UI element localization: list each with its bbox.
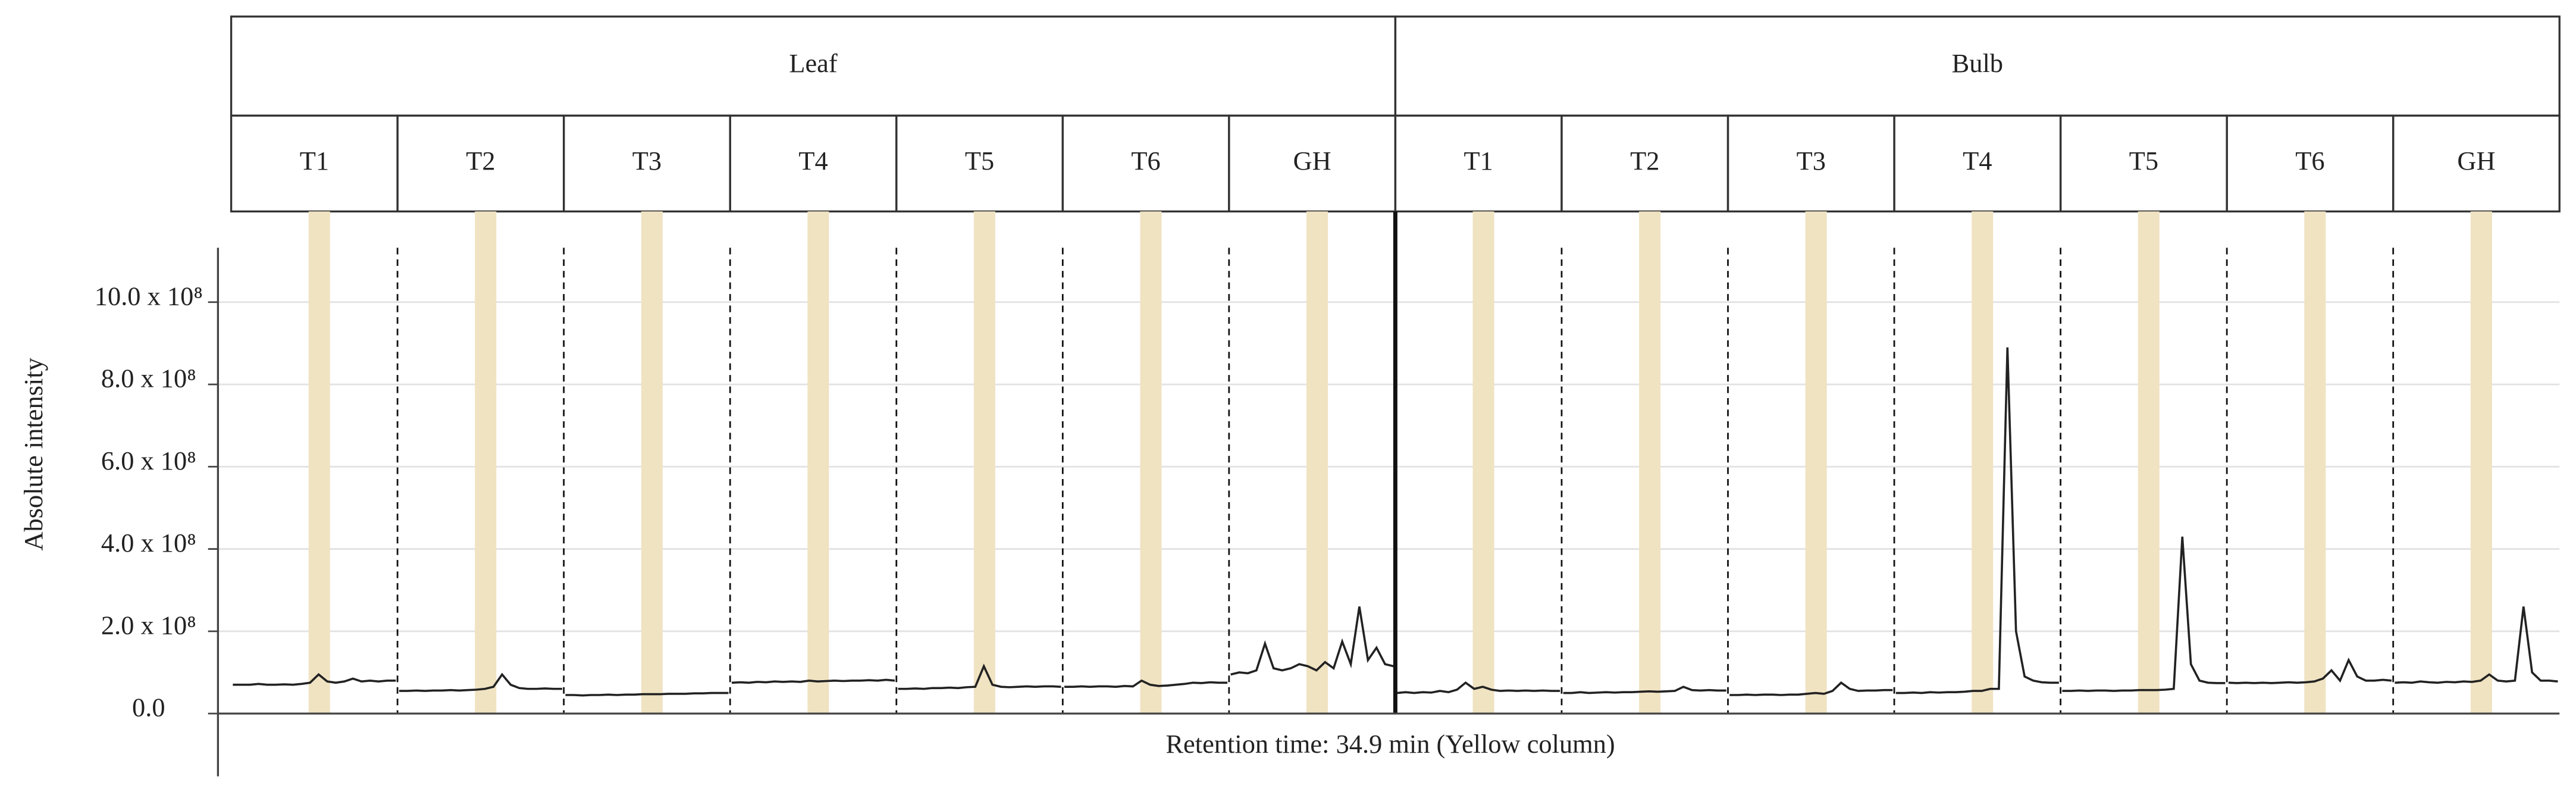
y-tick-label: 2.0 x 10⁸ <box>101 610 196 640</box>
highlight-column <box>2304 211 2326 714</box>
highlight-column <box>1805 211 1827 714</box>
x-axis-label: Retention time: 34.9 min (Yellow column) <box>1165 729 1615 759</box>
highlight-column <box>1972 211 1994 714</box>
trace <box>1563 686 1726 694</box>
trace <box>1064 679 1228 688</box>
trace <box>565 691 729 697</box>
trace <box>399 672 562 692</box>
highlight-column <box>1140 211 1162 714</box>
header-label: T4 <box>1963 146 1992 176</box>
header-label: T1 <box>1464 146 1493 176</box>
header-label: T3 <box>1797 146 1826 176</box>
highlight-column <box>973 211 995 714</box>
highlight-column <box>308 211 330 714</box>
highlight-column <box>1306 211 1328 714</box>
header-label: T1 <box>300 146 329 176</box>
trace <box>1230 606 1394 676</box>
header-label: GH <box>1293 146 1331 176</box>
header-label: T5 <box>2129 146 2158 176</box>
trace <box>2228 657 2392 684</box>
highlight-column <box>1472 211 1494 714</box>
trace <box>731 678 895 684</box>
header-label: T2 <box>1630 146 1659 176</box>
y-tick-label: 0.0 <box>132 693 165 722</box>
header-label: T3 <box>632 146 662 176</box>
header-label: T6 <box>1131 146 1160 176</box>
trace <box>1729 681 1893 696</box>
y-axis-label: Absolute intensity <box>18 357 48 550</box>
y-tick-label: 8.0 x 10⁸ <box>101 364 196 393</box>
header-label: T5 <box>965 146 994 176</box>
highlight-column <box>807 211 829 714</box>
header-label: GH <box>2457 146 2495 176</box>
y-tick-label: 6.0 x 10⁸ <box>101 446 196 475</box>
highlight-column <box>475 211 497 714</box>
header-group-label: Bulb <box>1952 48 2003 78</box>
trace <box>2062 536 2226 692</box>
y-tick-label: 10.0 x 10⁸ <box>95 281 203 311</box>
highlight-column <box>2470 211 2492 714</box>
trace <box>1397 681 1560 694</box>
highlight-column <box>2138 211 2160 714</box>
highlight-column <box>1639 211 1661 714</box>
header-label: T4 <box>798 146 828 176</box>
y-tick-label: 4.0 x 10⁸ <box>101 528 196 558</box>
header-label: T6 <box>2295 146 2324 176</box>
header-group-label: Leaf <box>789 48 838 78</box>
highlight-column <box>641 211 663 714</box>
trace <box>233 673 396 686</box>
header-label: T2 <box>466 146 495 176</box>
trace <box>898 663 1061 690</box>
trace <box>1895 347 2059 694</box>
trace <box>2395 606 2558 684</box>
